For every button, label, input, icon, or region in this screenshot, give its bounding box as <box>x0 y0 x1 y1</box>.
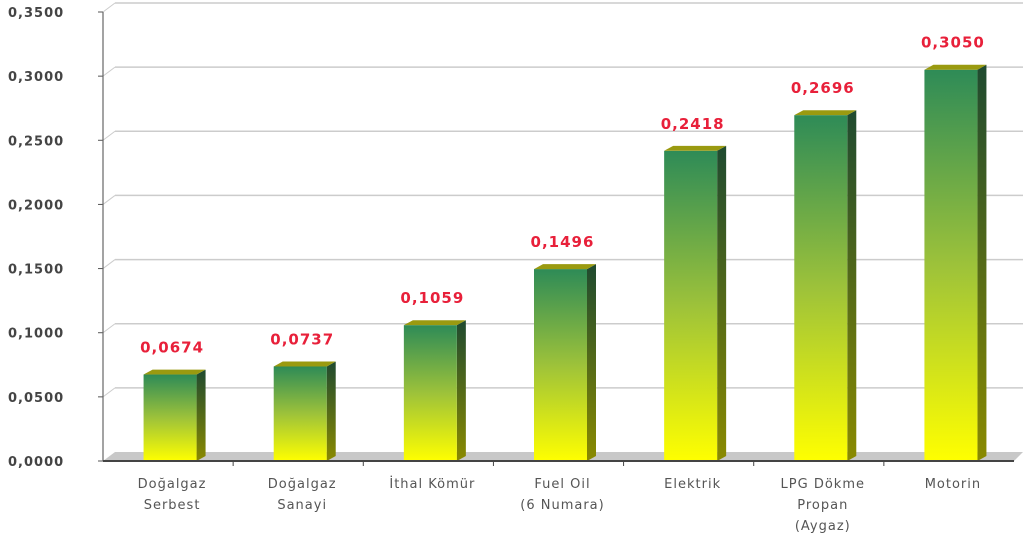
gridline-diagonal <box>102 130 116 141</box>
gridline-diagonal <box>102 259 116 269</box>
bar <box>534 269 587 461</box>
bars <box>143 64 987 462</box>
data-label: 0,1496 <box>531 233 595 251</box>
bar <box>794 115 848 461</box>
x-tick-label: Elektrik <box>664 477 721 492</box>
bar-top <box>143 369 206 375</box>
y-tick-label: 0,0500 <box>8 391 64 406</box>
bar-top <box>924 64 987 70</box>
bar-side <box>196 369 206 461</box>
gridline-diagonal <box>102 66 116 77</box>
bar-top <box>794 110 857 116</box>
x-tick-label: Doğalgaz <box>138 477 207 492</box>
bar-top <box>403 320 466 326</box>
y-tick-label: 0,1500 <box>8 263 64 278</box>
y-tick-label: 0,2500 <box>8 134 64 149</box>
x-tick-label: (Aygaz) <box>795 519 851 534</box>
y-tick-label: 0,2000 <box>8 198 64 213</box>
bar-top <box>534 264 596 270</box>
bar-side <box>456 320 466 461</box>
gridline-diagonal <box>102 2 116 13</box>
x-tick-label: Fuel Oil <box>534 477 590 492</box>
x-tick-label: (6 Numara) <box>520 498 604 513</box>
bar-side <box>326 361 336 461</box>
bar-top <box>273 361 336 367</box>
gridlines <box>102 2 1023 398</box>
data-label: 0,2696 <box>791 79 855 97</box>
bar <box>403 325 457 461</box>
bar-side <box>587 264 596 461</box>
y-tick-label: 0,3000 <box>8 70 64 85</box>
gridline-diagonal <box>102 195 116 205</box>
data-label: 0,0674 <box>140 339 204 357</box>
x-tick-label: Doğalgaz <box>268 477 337 492</box>
y-tick-label: 0,3500 <box>8 6 64 21</box>
data-label: 0,2418 <box>661 115 725 133</box>
data-label: 0,1059 <box>400 289 464 307</box>
bar <box>273 366 327 461</box>
data-label: 0,0737 <box>270 330 334 348</box>
x-tick-label: İthal Kömür <box>389 476 475 492</box>
labels: 0,0000 0,0500 0,1000 0,1500 0,2000 0,2500 0,30… <box>8 6 985 534</box>
bar-side <box>847 110 857 461</box>
bar-top <box>664 145 727 151</box>
y-tick-label: 0,0000 <box>8 455 64 470</box>
x-tick-label: Serbest <box>144 498 201 513</box>
gridline-diagonal <box>102 387 116 398</box>
data-label: 0,3050 <box>921 34 985 52</box>
x-tick-label: LPG Dökme <box>781 477 865 492</box>
bar-side <box>977 64 987 462</box>
bar <box>664 150 718 461</box>
x-tick-label: Sanayi <box>277 498 327 513</box>
bar <box>924 69 978 461</box>
axes <box>98 11 1014 466</box>
x-tick-label: Propan <box>797 498 848 513</box>
bar <box>143 374 197 461</box>
x-tick-label: Motorin <box>925 477 981 492</box>
gridline-diagonal <box>102 323 116 334</box>
y-tick-label: 0,1000 <box>8 327 64 342</box>
bar-side <box>717 145 727 461</box>
